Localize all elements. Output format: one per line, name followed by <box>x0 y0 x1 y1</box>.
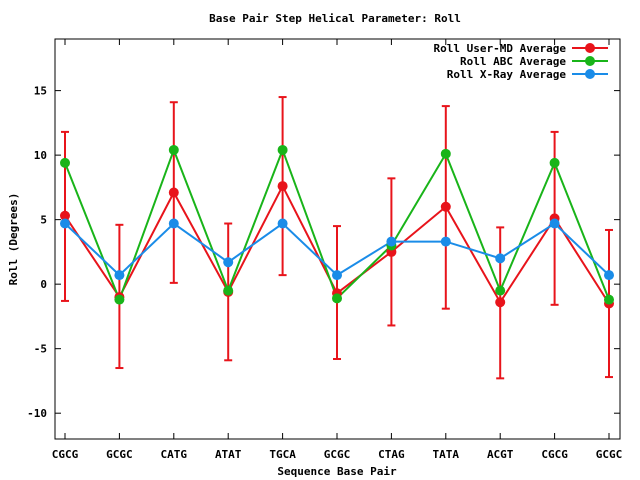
x-axis: CGCG GCGC CATG ATAT TGCA GCGC CTAG TATA ACGT CGCG… <box>52 39 623 461</box>
data-point-series-0 <box>440 201 451 212</box>
x-tick-label: CTAG <box>378 448 405 461</box>
legend-marker-0 <box>585 43 595 53</box>
data-point-series-1 <box>604 294 614 305</box>
y-axis-label: Roll (Degrees) <box>7 193 20 286</box>
data-point-series-0 <box>277 181 288 192</box>
y-tick-label: 10 <box>34 149 47 162</box>
x-tick-label: GCGC <box>106 448 133 461</box>
legend-label-0: Roll User-MD Average <box>434 42 567 55</box>
data-point-series-2 <box>495 253 506 264</box>
y-tick-label: -10 <box>27 407 47 420</box>
data-point-series-1 <box>114 294 125 305</box>
data-point-series-2 <box>114 270 125 281</box>
legend-marker-1 <box>585 56 595 66</box>
data-point-series-1 <box>332 293 342 304</box>
data-point-series-2 <box>386 236 397 247</box>
x-tick-label: TATA <box>433 448 460 461</box>
y-axis: -10 -5 0 5 10 15 <box>27 85 620 420</box>
x-tick-label: CATG <box>161 448 188 461</box>
x-tick-label: TGCA <box>269 448 296 461</box>
data-point-series-1 <box>495 285 506 296</box>
data-point-series-2 <box>549 218 560 229</box>
y-tick-label: -5 <box>34 343 47 356</box>
data-point-series-1 <box>223 285 234 296</box>
y-tick-label: 5 <box>40 214 47 227</box>
x-tick-label: CGCG <box>52 448 79 461</box>
x-tick-label: GCGC <box>596 448 623 461</box>
data-point-series-0 <box>60 210 70 221</box>
chart-title: Base Pair Step Helical Parameter: Roll <box>209 12 461 25</box>
error-bars <box>61 96 613 380</box>
legend-label-2: Roll X-Ray Average <box>447 68 567 81</box>
data-point-series-1 <box>549 157 560 168</box>
y-tick-label: 15 <box>34 85 47 98</box>
data-point-series-2 <box>604 270 614 281</box>
legend-marker-2 <box>585 69 595 79</box>
data-point-series-2 <box>332 270 342 281</box>
y-tick-label: 0 <box>40 278 47 291</box>
data-point-series-2 <box>168 218 179 229</box>
data-point-series-1 <box>277 144 288 155</box>
x-tick-label: CGCG <box>541 448 568 461</box>
x-tick-label: ACGT <box>487 448 514 461</box>
data-point-series-2 <box>277 218 288 229</box>
x-tick-label: ATAT <box>215 448 242 461</box>
x-axis-label: Sequence Base Pair <box>277 465 397 478</box>
data-point-series-1 <box>168 144 179 155</box>
x-tick-label: GCGC <box>324 448 351 461</box>
legend-label-1: Roll ABC Average <box>460 55 566 68</box>
data-point-series-0 <box>495 297 506 308</box>
data-point-series-2 <box>223 257 234 268</box>
data-point-series-1 <box>440 148 451 159</box>
series-points <box>60 144 614 309</box>
data-point-series-1 <box>60 157 70 168</box>
data-point-series-0 <box>168 187 179 198</box>
data-point-series-2 <box>60 218 70 229</box>
data-point-series-2 <box>440 236 451 247</box>
